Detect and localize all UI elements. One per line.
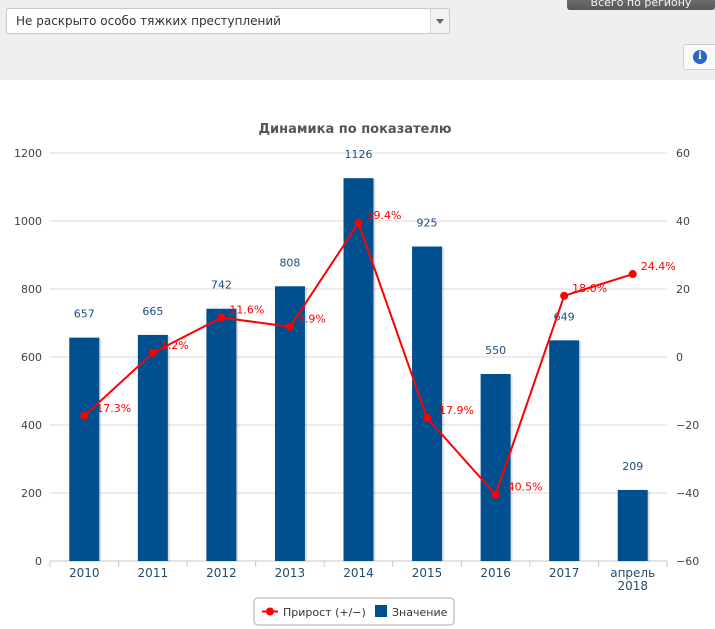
bar — [206, 308, 237, 561]
x-tick-label: 2013 — [275, 566, 306, 580]
growth-point — [423, 413, 432, 422]
growth-point — [285, 322, 294, 331]
indicator-select-value: Не раскрыто особо тяжких преступлений — [16, 14, 281, 28]
x-tick-label: апрель — [610, 566, 655, 580]
growth-value-label: -40.5% — [504, 481, 543, 494]
bar-value-label: 665 — [142, 305, 163, 318]
growth-line-series: -17.3% 1.2% 11.6% 8.9% 39.4% -17.9% -40.5% 18.0… — [80, 209, 676, 499]
bar-value-label: 1126 — [345, 148, 373, 161]
bar-value-label: 550 — [485, 344, 506, 357]
growth-point — [560, 291, 569, 300]
growth-point — [491, 490, 500, 499]
y-left-tick-label: 0 — [35, 555, 42, 568]
y-right-tick-label: 0 — [676, 351, 683, 364]
info-icon: i — [693, 50, 707, 64]
growth-value-label: 18.0% — [572, 282, 607, 295]
y-left-tick-label: 1200 — [14, 147, 42, 160]
y-left-tick-label: 400 — [21, 419, 42, 432]
x-tick-label: 2011 — [138, 566, 169, 580]
legend-item-value: Значение — [392, 606, 448, 619]
legend-line-marker — [266, 607, 274, 616]
legend-item-growth: Прирост (+/−) — [283, 606, 366, 619]
y-right-tick-label: −20 — [676, 419, 699, 432]
y-right-tick-label: 20 — [676, 283, 690, 296]
growth-value-label: -17.9% — [435, 404, 474, 417]
x-axis: 2010 2011 2012 2013 2014 2015 2016 2017 апрель20… — [49, 561, 668, 593]
x-tick-label: 2015 — [412, 566, 443, 580]
bar-value-label: 925 — [417, 217, 438, 230]
x-tick-label: 2018 — [617, 579, 648, 593]
bar-series — [69, 178, 650, 561]
bar-value-label: 209 — [622, 460, 643, 473]
growth-value-label: -17.3% — [92, 402, 131, 415]
bar-value-label: 742 — [211, 279, 232, 292]
filter-bar: Не раскрыто особо тяжких преступлений Вс… — [0, 0, 715, 80]
chart-legend[interactable]: Прирост (+/−) Значение — [253, 597, 455, 626]
bar — [274, 286, 305, 561]
y-right-tick-label: −60 — [676, 555, 699, 568]
growth-point — [354, 219, 363, 228]
y-right-tick-label: 60 — [676, 147, 690, 160]
x-tick-label: 2016 — [480, 566, 511, 580]
growth-point — [217, 313, 226, 322]
bar — [549, 340, 580, 561]
growth-value-label: 1.2% — [161, 339, 189, 352]
growth-point — [80, 411, 89, 420]
bar-value-label: 657 — [74, 308, 95, 321]
growth-value-label: 8.9% — [298, 313, 326, 326]
growth-value-label: 39.4% — [367, 209, 402, 222]
y-left-tick-label: 600 — [21, 351, 42, 364]
region-total-button[interactable]: Всего по региону — [567, 0, 715, 10]
y-right-tick-label: 40 — [676, 215, 690, 228]
y-left-tick-label: 800 — [21, 283, 42, 296]
indicator-select[interactable]: Не раскрыто особо тяжких преступлений — [6, 8, 450, 34]
y-left-tick-label: 200 — [21, 487, 42, 500]
y-axis-right: −60 −40 −20 0 20 40 60 — [676, 147, 699, 568]
info-button[interactable]: i — [683, 44, 715, 70]
bar — [343, 178, 374, 561]
y-left-tick-label: 1000 — [14, 215, 42, 228]
growth-value-label: 11.6% — [229, 304, 264, 317]
x-tick-label: 2014 — [343, 566, 374, 580]
x-tick-label: 2012 — [206, 566, 237, 580]
y-axis-left: 0 200 400 600 800 1000 1200 — [14, 147, 42, 568]
legend-box — [253, 597, 455, 626]
bar — [480, 374, 511, 561]
bar-value-label: 808 — [279, 256, 300, 269]
y-right-tick-label: −40 — [676, 487, 699, 500]
growth-point — [148, 348, 157, 357]
dynamics-chart: Динамика по показателю 02004006008001000… — [14, 122, 699, 626]
x-tick-label: 2010 — [69, 566, 100, 580]
bar — [617, 489, 648, 561]
chart-title: Динамика по показателю — [258, 122, 451, 137]
bar — [69, 337, 100, 561]
chevron-down-icon[interactable] — [430, 9, 449, 33]
bar — [412, 246, 443, 561]
x-tick-label: 2017 — [549, 566, 580, 580]
bar — [137, 334, 168, 561]
legend-bar-swatch — [375, 605, 387, 617]
growth-point — [628, 270, 637, 279]
growth-value-label: 24.4% — [641, 260, 676, 273]
